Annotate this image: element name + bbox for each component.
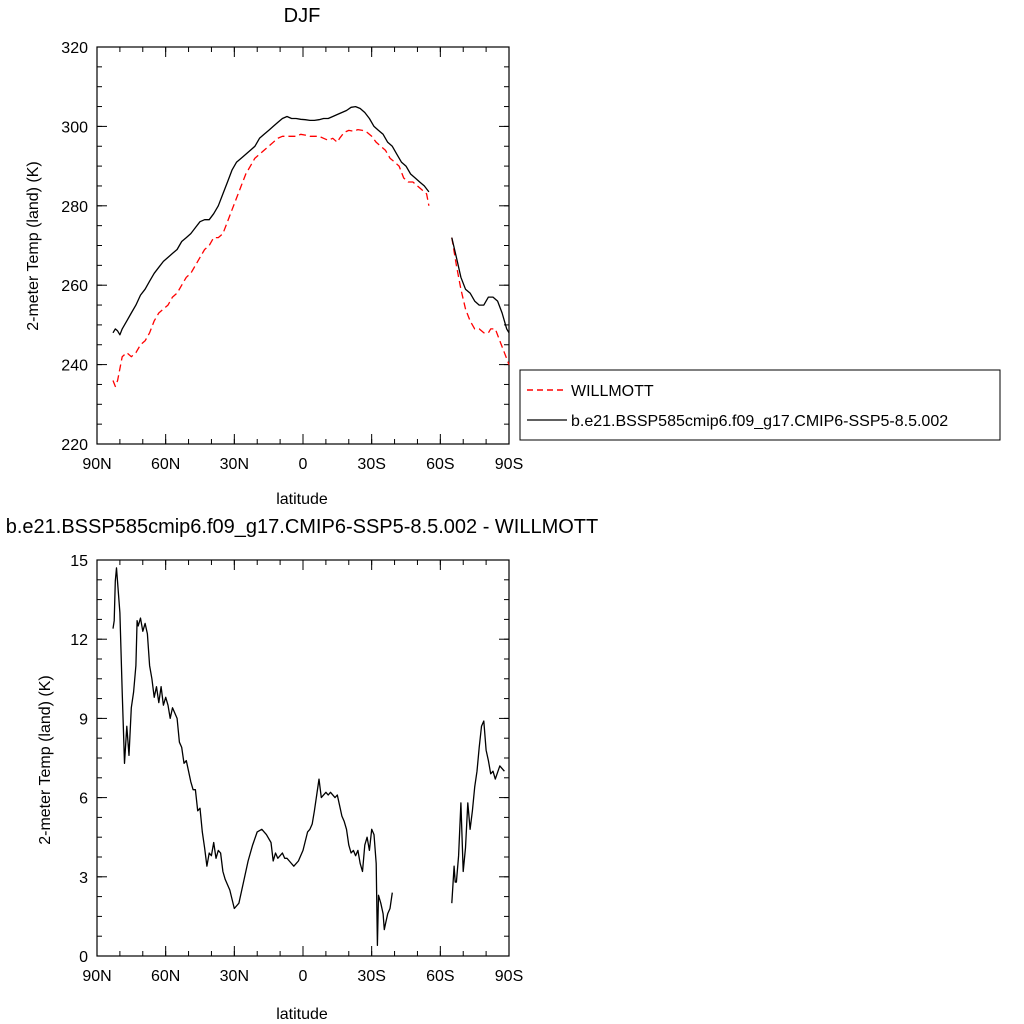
x-tick-label: 60S [426, 456, 454, 473]
chart-title-bottom: b.e21.BSSP585cmip6.f09_g17.CMIP6-SSP5-8.… [6, 516, 599, 538]
axes-top: 90N 60N 30N 0 30S 60S 90S 220 240 260 280 300 320 [61, 40, 523, 473]
series-line-b-e21-bssp585cmip6-f09-g17-cmip6-ssp5-8-5-002-segment-2 [451, 237, 510, 334]
y-tick-label: 12 [70, 632, 88, 649]
x-tick-label: 60N [151, 456, 180, 473]
panel-bottom: b.e21.BSSP585cmip6.f09_g17.CMIP6-SSP5-8.… [6, 516, 599, 1023]
legend-label-model: b.e21.BSSP585cmip6.f09_g17.CMIP6-SSP5-8.… [571, 413, 948, 430]
series-line-difference-segment-2 [451, 720, 505, 904]
y-tick-label: 300 [61, 119, 88, 136]
y-tick-label: 260 [61, 278, 88, 295]
y-tick-label: 3 [79, 870, 88, 887]
x-tick-label: 30N [220, 456, 249, 473]
legend: WILLMOTT b.e21.BSSP585cmip6.f09_g17.CMIP… [519, 369, 1001, 441]
x-tick-label: 90N [82, 456, 111, 473]
y-tick-label: 220 [61, 437, 88, 454]
y-tick-label: 280 [61, 199, 88, 216]
series-line-willmott-segment-2 [451, 237, 510, 365]
x-tick-label: 0 [299, 968, 308, 985]
series-line-b-e21-bssp585cmip6-f09-g17-cmip6-ssp5-8-5-002-segment-1 [112, 105, 430, 336]
y-tick-label: 0 [79, 949, 88, 966]
x-tick-label: 60S [426, 968, 454, 985]
panel-top: DJF 90N 60N 30N 0 30S 60S 90S 220 240 260 280 300 32… [25, 5, 1001, 508]
legend-box [519, 369, 1001, 441]
x-tick-label: 30S [357, 968, 385, 985]
x-tick-label: 30N [220, 968, 249, 985]
ylabel-bottom: 2-meter Temp (land) (K) [37, 675, 54, 845]
series-line-difference-segment-1 [112, 567, 393, 947]
y-tick-label: 9 [79, 711, 88, 728]
legend-label-willmott: WILLMOTT [571, 383, 654, 400]
y-tick-label: 15 [70, 553, 88, 570]
x-tick-label: 0 [299, 456, 308, 473]
ylabel-top: 2-meter Temp (land) (K) [25, 161, 42, 331]
x-tick-label: 90S [495, 968, 523, 985]
x-tick-label: 60N [151, 968, 180, 985]
xlabel-bottom: latitude [276, 1006, 328, 1023]
plot-frame [96, 559, 510, 957]
x-tick-label: 90S [495, 456, 523, 473]
chart-title-top: DJF [284, 5, 321, 27]
xlabel-top: latitude [276, 491, 328, 508]
x-tick-label: 30S [357, 456, 385, 473]
y-tick-label: 240 [61, 358, 88, 375]
x-tick-label: 90N [82, 968, 111, 985]
plot-frame [96, 46, 510, 445]
y-tick-label: 6 [79, 791, 88, 808]
axes-bottom: 90N 60N 30N 0 30S 60S 90S 0 3 6 9 12 15 [70, 553, 523, 985]
series-line-willmott-segment-1 [112, 128, 430, 388]
y-tick-label: 320 [61, 40, 88, 57]
